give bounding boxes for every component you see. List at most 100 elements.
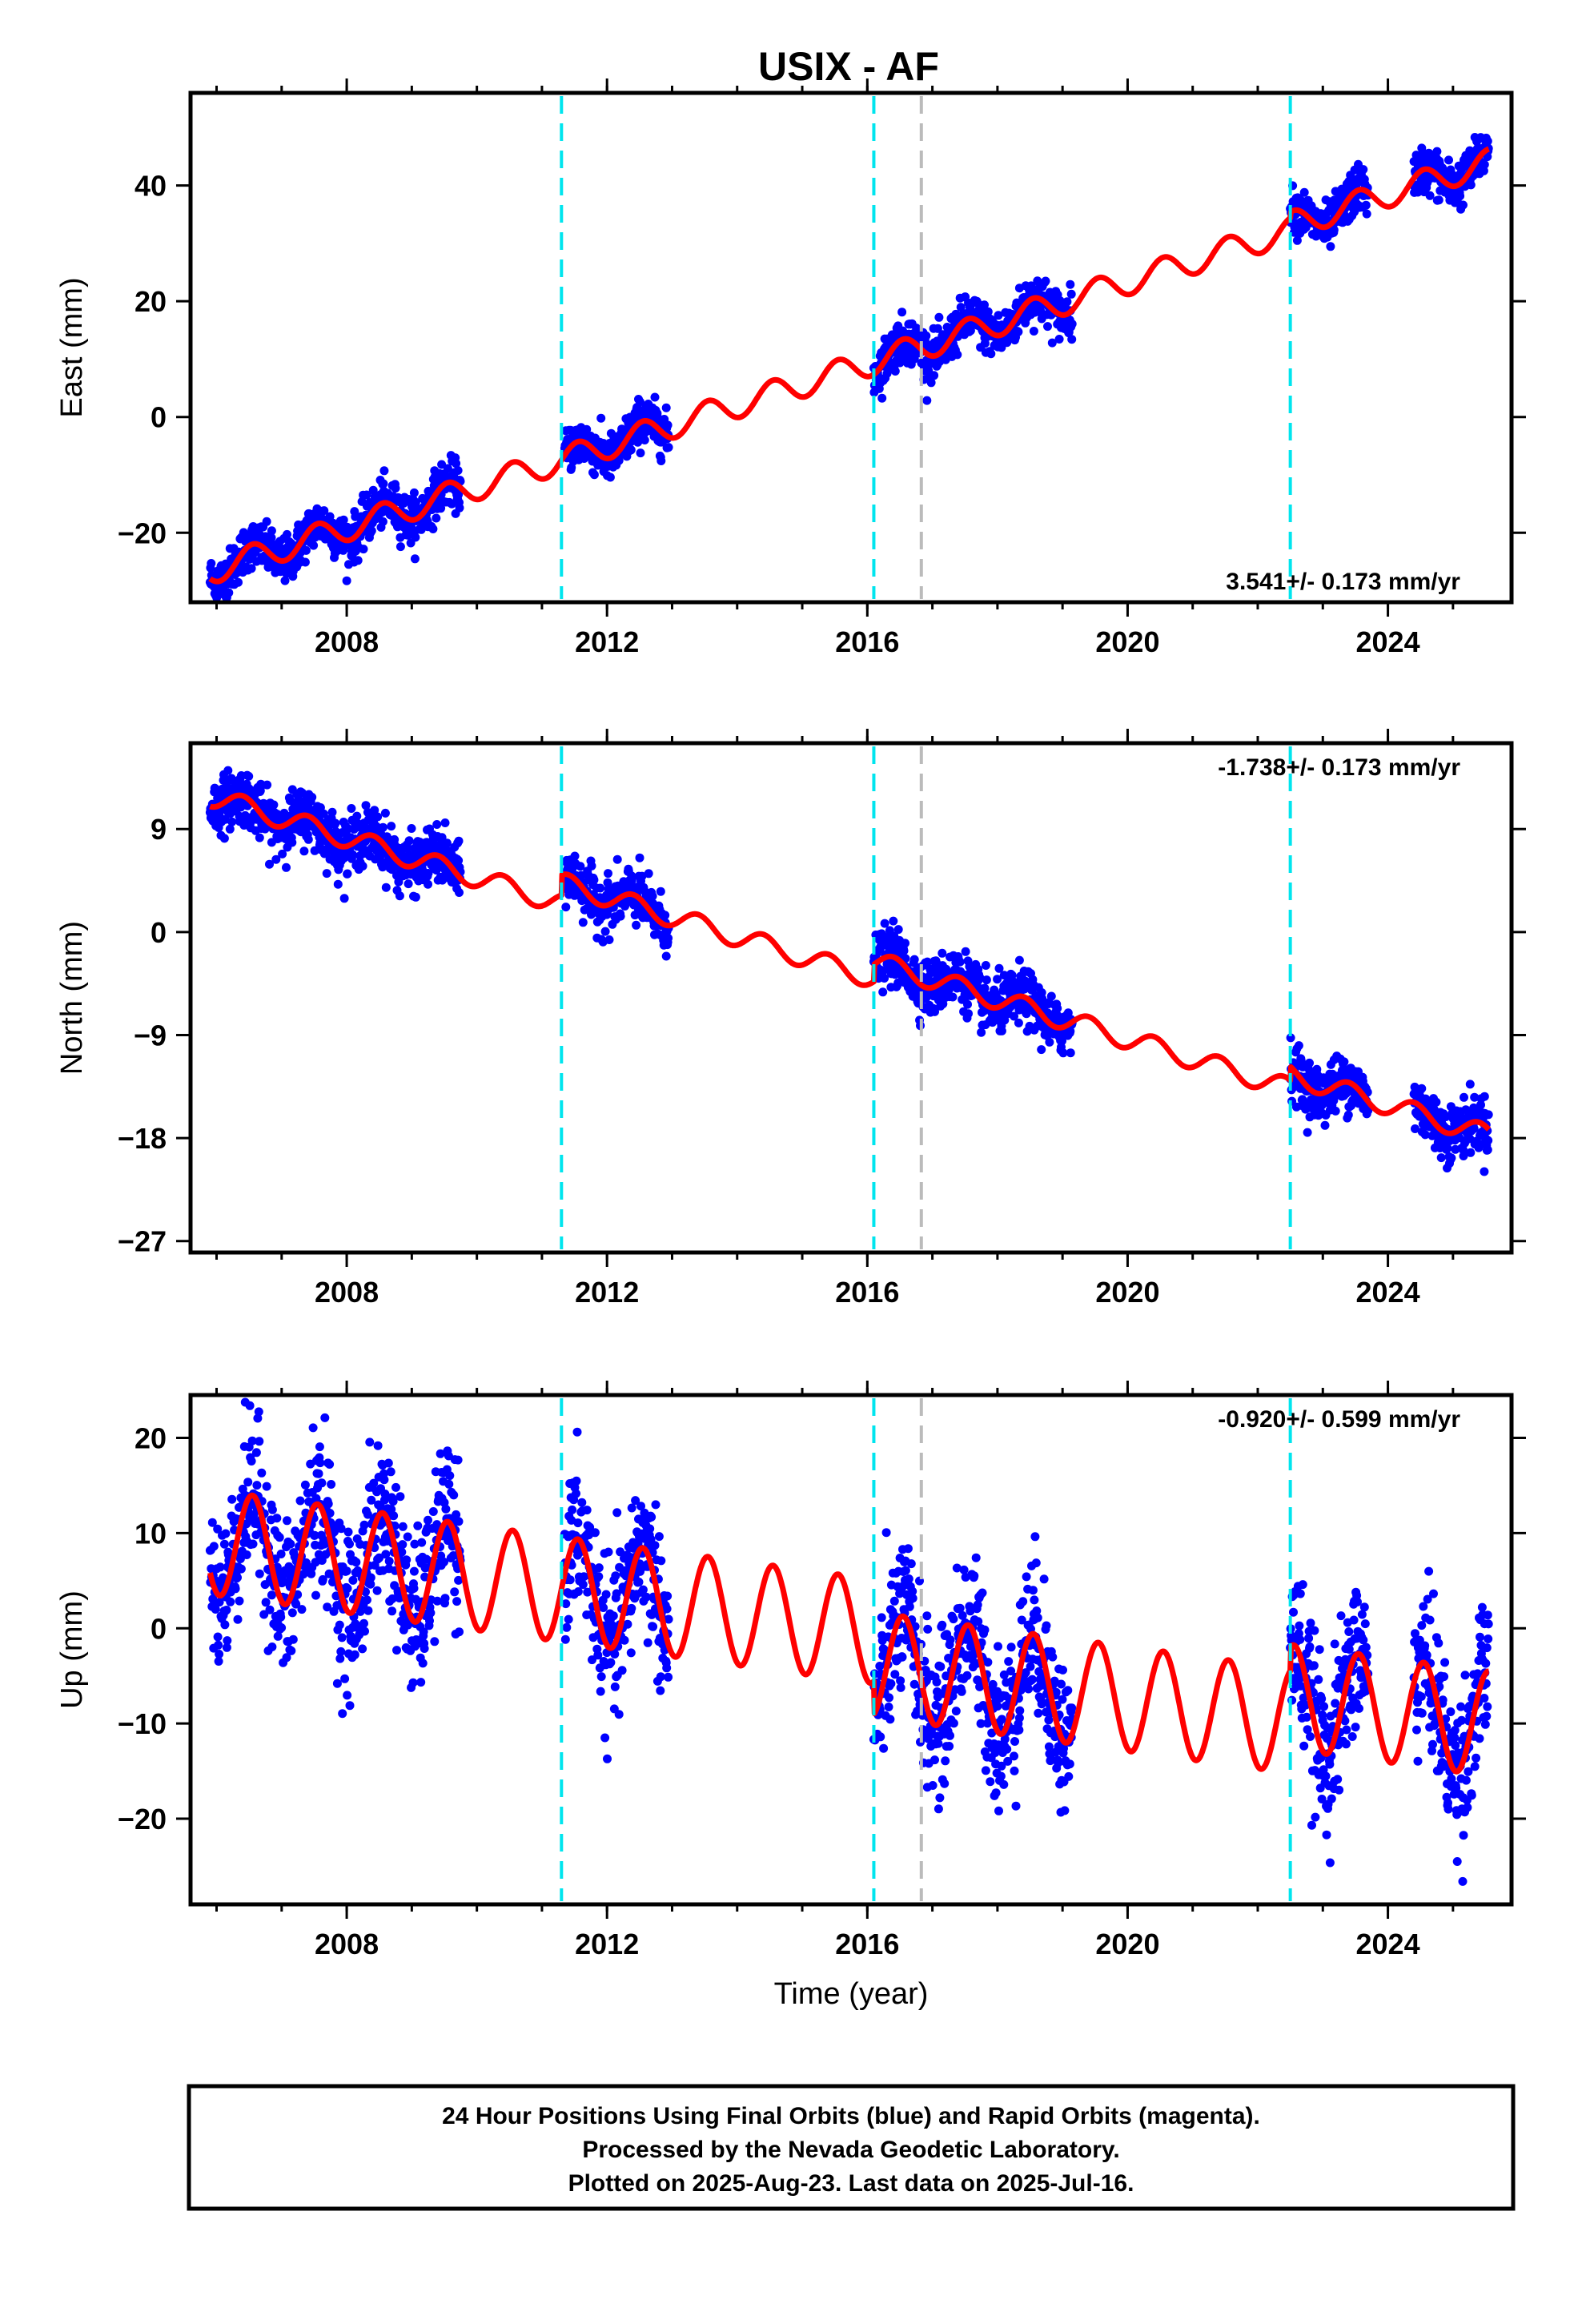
north-point <box>1066 1048 1075 1058</box>
up-point <box>428 1507 438 1516</box>
east-point <box>636 448 645 458</box>
north-point <box>880 974 889 983</box>
up-point <box>430 1637 440 1647</box>
up-point <box>600 1733 610 1743</box>
up-point <box>255 1437 264 1446</box>
north-point <box>223 766 233 775</box>
north-point <box>561 903 571 912</box>
up-point <box>350 1650 359 1659</box>
east-point <box>1066 279 1075 289</box>
east-y-tick-label: −20 <box>118 517 167 549</box>
east-point <box>436 504 446 513</box>
up-point <box>358 1644 367 1654</box>
north-point <box>997 1026 1006 1035</box>
north-point <box>407 824 416 833</box>
east-point <box>980 300 989 310</box>
east-point <box>262 517 271 526</box>
east-point <box>391 484 400 493</box>
up-point <box>213 1632 223 1642</box>
north-point <box>1305 1058 1314 1068</box>
east-point <box>926 378 936 388</box>
north-point <box>403 843 412 853</box>
up-point <box>338 1709 347 1719</box>
up-point <box>267 1505 277 1514</box>
up-point <box>978 1588 987 1598</box>
east-point <box>428 525 438 533</box>
north-point <box>411 892 420 902</box>
up-point <box>277 1623 287 1633</box>
east-point <box>589 470 599 480</box>
north-point <box>307 793 317 802</box>
north-point <box>578 918 588 927</box>
figure-title: USIX - AF <box>758 44 939 89</box>
east-point <box>1466 180 1476 190</box>
east-point <box>443 464 452 473</box>
north-point <box>454 856 464 865</box>
up-point <box>272 1514 282 1523</box>
north-point <box>1331 1106 1340 1116</box>
north-point <box>644 869 653 879</box>
east-point <box>636 397 644 407</box>
east-point <box>396 542 405 552</box>
up-point <box>596 1672 606 1682</box>
north-x-tick-label: 2016 <box>835 1276 899 1309</box>
up-point <box>287 1608 297 1618</box>
north-point <box>269 800 279 810</box>
up-point <box>565 1575 575 1585</box>
east-point <box>930 371 939 380</box>
east-point <box>455 503 464 513</box>
north-point <box>648 891 657 901</box>
up-point <box>896 1683 905 1692</box>
east-point <box>605 472 615 482</box>
up-point <box>620 1635 629 1645</box>
north-point <box>404 879 413 889</box>
east-point <box>1459 200 1468 210</box>
north-point <box>1417 1084 1427 1093</box>
north-point <box>1294 1041 1303 1051</box>
up-point <box>903 1544 913 1554</box>
east-point <box>267 533 276 542</box>
up-point <box>610 1682 620 1691</box>
up-point <box>233 1573 242 1582</box>
up-point <box>904 1574 913 1583</box>
north-points <box>205 766 1493 1176</box>
east-points <box>205 133 1493 602</box>
up-point <box>251 1448 261 1458</box>
east-point <box>983 307 993 316</box>
up-point <box>594 1563 604 1573</box>
up-point <box>387 1606 397 1616</box>
up-point <box>418 1659 428 1668</box>
up-point <box>934 1804 943 1814</box>
up-point <box>220 1620 230 1630</box>
east-point <box>362 490 371 500</box>
east-point <box>1062 297 1072 307</box>
north-point <box>656 887 665 896</box>
up-point <box>940 1779 950 1788</box>
up-point <box>599 1603 608 1612</box>
east-point <box>300 557 310 567</box>
north-y-tick-label: 9 <box>151 813 167 846</box>
up-point <box>308 1423 318 1433</box>
north-point <box>282 862 291 872</box>
north-point <box>612 854 622 864</box>
east-point <box>980 339 990 348</box>
up-point <box>634 1578 644 1586</box>
up-point <box>905 1602 914 1611</box>
up-point <box>215 1650 224 1659</box>
up-point <box>603 1754 612 1763</box>
east-point <box>409 488 419 497</box>
up-point <box>572 1476 581 1486</box>
up-point <box>662 1604 672 1614</box>
north-point <box>381 883 391 892</box>
north-point <box>390 834 400 844</box>
up-point <box>384 1557 394 1566</box>
north-point <box>1480 1092 1489 1101</box>
up-point <box>214 1640 223 1650</box>
north-point <box>1339 1057 1349 1067</box>
north-point <box>339 894 349 903</box>
up-point <box>379 1475 389 1485</box>
east-point <box>1047 338 1057 348</box>
up-point <box>656 1556 666 1566</box>
north-point <box>977 1027 986 1037</box>
